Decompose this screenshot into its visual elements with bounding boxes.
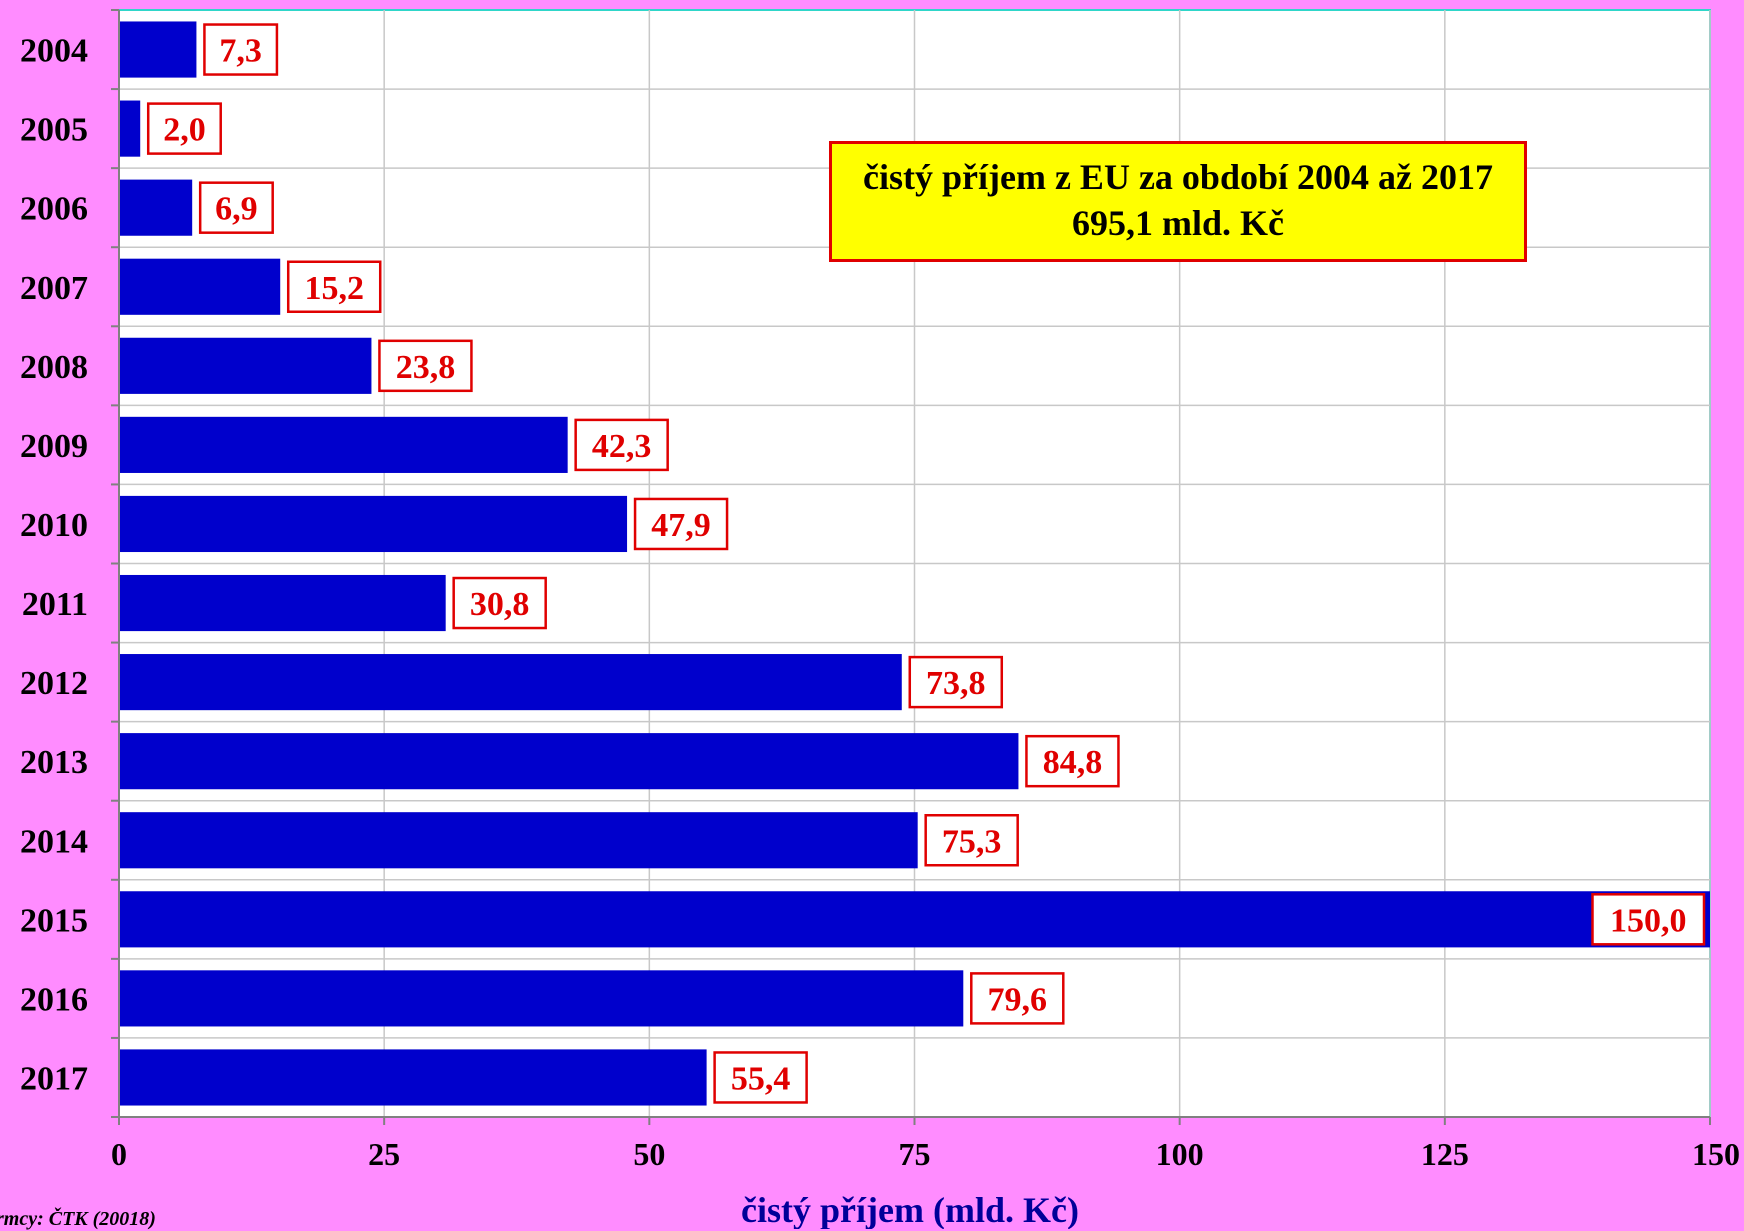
- bar: [119, 100, 141, 157]
- x-tick-label: 25: [368, 1136, 400, 1172]
- data-label-text: 75,3: [942, 823, 1002, 860]
- x-tick-label: 100: [1156, 1136, 1204, 1172]
- bar: [119, 179, 193, 236]
- data-label: 150,0: [1591, 893, 1706, 946]
- data-label: 7,3: [203, 23, 279, 76]
- data-label: 15,2: [286, 260, 382, 313]
- y-tick-label: 2015: [20, 902, 88, 939]
- data-label-text: 15,2: [304, 270, 364, 307]
- data-label-text: 30,8: [470, 586, 530, 623]
- data-label-text: 23,8: [396, 349, 456, 386]
- x-tick-label: 125: [1421, 1136, 1469, 1172]
- data-label: 84,8: [1025, 734, 1120, 788]
- bar: [119, 1049, 707, 1106]
- y-tick-label: 2009: [20, 428, 88, 465]
- y-tick-label: 2017: [20, 1060, 88, 1097]
- data-label-box: [452, 576, 547, 630]
- bar: [119, 495, 628, 553]
- x-tick-label: 50: [633, 1136, 665, 1172]
- data-label-box: [713, 1051, 808, 1104]
- data-label: 23,8: [378, 339, 473, 393]
- data-label-box: [924, 814, 1019, 867]
- data-label-box: [633, 497, 729, 551]
- data-label: 47,9: [633, 497, 729, 551]
- data-label-text: 7,3: [219, 33, 262, 70]
- x-axis-title: čistý příjem (mld. Kč): [741, 1190, 1079, 1229]
- data-label-text: 84,8: [1043, 744, 1103, 781]
- y-tick-label: 2007: [20, 270, 88, 307]
- y-tick-label: 2005: [20, 112, 88, 149]
- bar: [119, 891, 1710, 948]
- data-label-box: [574, 418, 669, 472]
- y-tick-label: 2016: [20, 981, 88, 1018]
- data-label-text: 73,8: [926, 665, 986, 702]
- y-tick-label: 2004: [20, 33, 88, 70]
- annotation-line-1: čistý příjem z EU za období 2004 až 2017: [863, 157, 1493, 197]
- y-tick-label: 2014: [20, 823, 88, 860]
- y-tick-label: 2006: [20, 191, 88, 228]
- y-tick-label: 2010: [20, 507, 88, 544]
- data-label: 73,8: [908, 655, 1004, 709]
- data-label: 79,6: [970, 972, 1065, 1025]
- bar: [119, 574, 446, 632]
- bar: [119, 416, 568, 473]
- bar: [119, 812, 918, 869]
- data-label-text: 42,3: [592, 428, 652, 465]
- data-label: 55,4: [713, 1051, 808, 1104]
- data-label: 42,3: [574, 418, 669, 472]
- bar: [119, 733, 1019, 790]
- x-tick-label: 150: [1692, 1136, 1740, 1172]
- data-label-box: [203, 23, 279, 76]
- data-label-box: [146, 102, 222, 155]
- bar: [119, 970, 964, 1027]
- data-label-box: [286, 260, 382, 313]
- y-axis-labels: 2004 2005 2006 2007 2008 2009 2010 2011 2012 2013…: [20, 9, 119, 1118]
- data-label-text: 79,6: [988, 981, 1048, 1018]
- y-tick-label: 2008: [20, 349, 88, 386]
- x-tick-label: 75: [899, 1136, 931, 1172]
- annotation-line-2: 695,1 mld. Kč: [1072, 203, 1284, 243]
- source-note: rmcy: ČTK (20018): [0, 1208, 156, 1230]
- y-tick-label: 2012: [20, 665, 88, 702]
- data-label-box: [378, 339, 473, 393]
- data-label-box: [970, 972, 1065, 1025]
- bar: [119, 337, 372, 394]
- y-tick-label: 2013: [20, 744, 88, 781]
- x-axis-ticks: 0 25 50 75 100 125 150: [111, 1117, 1740, 1172]
- x-tick-label: 0: [111, 1136, 127, 1172]
- data-label-text: 47,9: [651, 507, 711, 544]
- data-label-text: 150,0: [1610, 902, 1687, 939]
- data-label-box: [198, 181, 274, 234]
- data-label-box: [1025, 734, 1120, 788]
- data-label-box: [908, 655, 1004, 709]
- bars: 7,3 2,0 6,9 15,2 23,8 42,3 47,9 30,8 73,8 84,8 75,…: [119, 21, 1710, 1106]
- total-annotation-box: čistý příjem z EU za období 2004 až 2017…: [829, 141, 1527, 262]
- data-label: 2,0: [146, 102, 222, 155]
- data-label-text: 55,4: [731, 1060, 791, 1097]
- bar: [119, 258, 281, 315]
- bar: [119, 21, 197, 78]
- y-tick-label: 2011: [22, 586, 88, 623]
- data-label-text: 6,9: [215, 191, 258, 228]
- data-label: 75,3: [924, 814, 1019, 867]
- bar: [119, 654, 902, 711]
- data-label-box: [1591, 893, 1706, 946]
- data-label: 6,9: [198, 181, 274, 234]
- data-label: 30,8: [452, 576, 547, 630]
- data-label-text: 2,0: [163, 112, 206, 149]
